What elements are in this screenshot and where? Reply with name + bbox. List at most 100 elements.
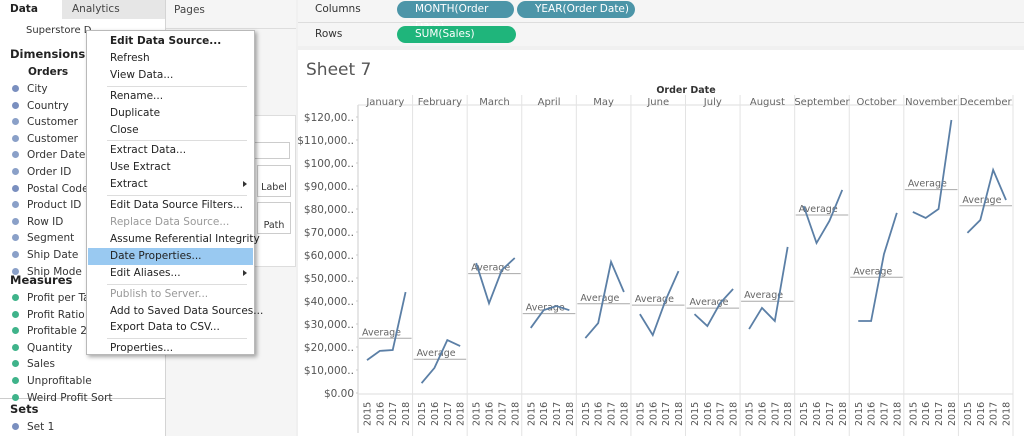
menu-item[interactable]: Extract (110, 178, 148, 191)
line (912, 119, 953, 220)
y-tick-label: $30,000.. (304, 319, 354, 331)
menu-item[interactable]: Add to Saved Data Sources... (110, 304, 264, 317)
column-pill[interactable]: YEAR(Order Date) (517, 1, 635, 18)
submenu-arrow (243, 181, 247, 188)
field-name: Weird Profit Sort (27, 391, 113, 404)
menu-item[interactable]: Properties... (110, 342, 174, 355)
menu-item[interactable]: Use Extract (110, 161, 171, 174)
field-name: Ship Date (27, 249, 79, 261)
dimension-item[interactable]: Country (12, 100, 162, 112)
field-name: Product ID (27, 199, 82, 212)
menu-separator (107, 338, 247, 340)
context-menu: Edit Data Source... Refresh View Data... Re… (86, 30, 264, 355)
menu-item[interactable]: Edit Aliases... (110, 266, 181, 279)
measure-item[interactable]: Profit Ratio (12, 309, 162, 321)
field-name: Country (27, 99, 69, 112)
dimension-item[interactable]: City (12, 83, 162, 95)
sets-title: Sets (10, 402, 39, 416)
field-name: Order ID (27, 166, 72, 178)
menu-separator (107, 283, 247, 285)
menu-item[interactable]: Edit Data Source... (110, 35, 222, 47)
field-icon (12, 234, 19, 242)
measure-item[interactable]: Unprofitable (12, 375, 162, 387)
field-icon (12, 201, 19, 209)
year-label: 2016 (921, 402, 932, 426)
menu-item[interactable]: Export Data to CSV... (110, 321, 220, 334)
dimension-item[interactable]: Customer (12, 133, 162, 145)
year-label: 2016 (594, 402, 605, 426)
menu-item[interactable]: Date Properties... (88, 247, 253, 265)
menu-separator (107, 195, 247, 197)
year-label: 2018 (619, 402, 630, 426)
menu-item[interactable]: Duplicate (110, 106, 161, 119)
dimension-item[interactable]: Customer (12, 116, 162, 128)
average-label: Average (908, 179, 947, 190)
line (420, 338, 461, 384)
year-label: 2016 (430, 402, 441, 426)
y-tick-label: $110,000.. (298, 135, 354, 147)
line (748, 246, 789, 330)
menu-item[interactable]: View Data... (110, 68, 174, 81)
menu-item: Replace Data Source... (110, 216, 230, 228)
row-pill[interactable]: SUM(Sales) (397, 26, 516, 43)
measure-item[interactable]: Quantity (12, 342, 162, 354)
line (366, 291, 407, 361)
menu-separator (107, 85, 247, 87)
y-tick-label: $60,000.. (304, 250, 354, 262)
divider (166, 28, 296, 29)
datasource[interactable]: Superstore D... (26, 25, 102, 36)
path-button[interactable]: Path (257, 202, 291, 234)
field-icon (12, 360, 19, 368)
label-button[interactable]: Label (257, 165, 291, 197)
field-icon (12, 134, 19, 142)
average-label: Average (690, 297, 729, 308)
dimension-item[interactable]: Ship Mode (12, 266, 162, 278)
field-icon (12, 101, 19, 109)
dimension-item[interactable]: Product ID (12, 199, 162, 211)
dimension-item[interactable]: Postal Code (12, 183, 162, 195)
year-label: 2017 (825, 402, 836, 426)
month-label: March (479, 97, 509, 108)
analytics-tab[interactable]: Analytics (62, 0, 165, 19)
menu-item[interactable]: Refresh (110, 51, 150, 64)
menu-item[interactable]: Edit Data Source Filters... (110, 199, 243, 212)
measure-item[interactable]: Profitable 2 (12, 325, 162, 337)
field-icon (12, 151, 19, 159)
dimension-item[interactable]: Row ID (12, 216, 162, 228)
y-tick-label: $10,000.. (304, 365, 354, 377)
menu-item[interactable]: Close (110, 123, 139, 136)
pages-title: Pages (174, 4, 205, 16)
field-name: Order Date (27, 149, 86, 162)
year-label: 2015 (635, 402, 646, 426)
year-label: 2015 (363, 402, 374, 426)
average-label: Average (526, 303, 565, 314)
set-item[interactable]: Set 1 (12, 421, 162, 433)
dimension-item[interactable]: Ship Date (12, 249, 162, 261)
dimension-item[interactable]: Segment (12, 232, 162, 244)
menu-item[interactable]: Extract Data... (110, 144, 187, 157)
table-name[interactable]: Orders (28, 66, 69, 78)
year-label: 2017 (607, 402, 618, 426)
dimension-item[interactable]: Order ID (12, 166, 162, 178)
measure-item[interactable]: Sales (12, 358, 162, 370)
year-label: 2015 (472, 402, 483, 426)
menu-item[interactable]: Assume Referential Integrity (110, 232, 260, 245)
column-pill[interactable]: MONTH(Order Date) (397, 1, 514, 32)
field-icon (12, 310, 19, 318)
average-label: Average (799, 204, 838, 215)
field-name: Customer (27, 116, 79, 129)
data-tab[interactable]: Data (10, 3, 38, 15)
measure-item[interactable]: Weird Profit Sort (12, 392, 162, 404)
year-label: 2017 (879, 402, 890, 426)
year-label: 2018 (838, 402, 849, 426)
field-icon (12, 168, 19, 175)
year-label: 2016 (648, 402, 659, 426)
year-label: 2018 (456, 402, 467, 426)
line (475, 257, 516, 307)
dimension-item[interactable]: Order Date (12, 149, 162, 161)
field-icon (12, 251, 19, 258)
year-label: 2016 (812, 402, 823, 426)
field-icon (12, 327, 19, 335)
menu-item[interactable]: Rename... (110, 89, 164, 102)
